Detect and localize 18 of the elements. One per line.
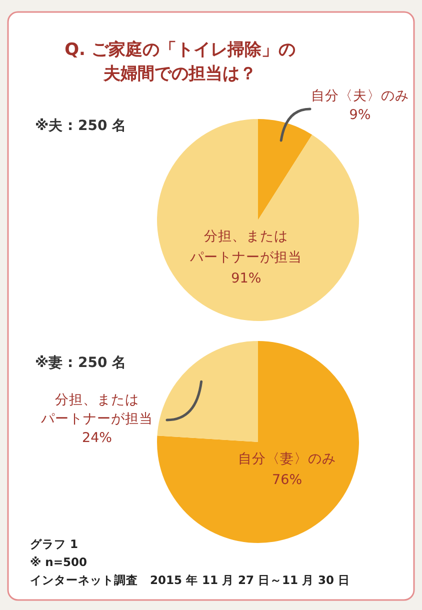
data-label: 9%: [349, 107, 371, 123]
text: ※夫 : 250 名: [35, 118, 126, 134]
text: ※妻 : 250 名: [35, 355, 126, 371]
data-label: 24%: [82, 430, 112, 446]
data-label: 91%: [231, 270, 262, 287]
data-label: 76%: [272, 472, 302, 488]
slice-label: 分担、またはパートナーが担当: [189, 228, 302, 266]
text: グラフ 1: [30, 537, 78, 551]
pie-slice: [157, 119, 359, 321]
text: ※ n=500: [30, 555, 88, 569]
slice-label: 自分〈妻〉のみ: [238, 450, 336, 467]
pie-slice: [157, 341, 258, 442]
text: インターネット調査 2015 年 11 月 27 日～11 月 30 日: [30, 573, 350, 587]
slice-label: 分担、またはパートナーが担当: [40, 392, 153, 427]
slice-label: 自分〈夫〉のみ: [311, 88, 409, 104]
pie-slice: [258, 119, 312, 220]
chart-title: Q. ご家庭の「トイレ掃除」の夫婦間での担当は？: [64, 40, 296, 84]
pie-slice: [157, 341, 359, 543]
